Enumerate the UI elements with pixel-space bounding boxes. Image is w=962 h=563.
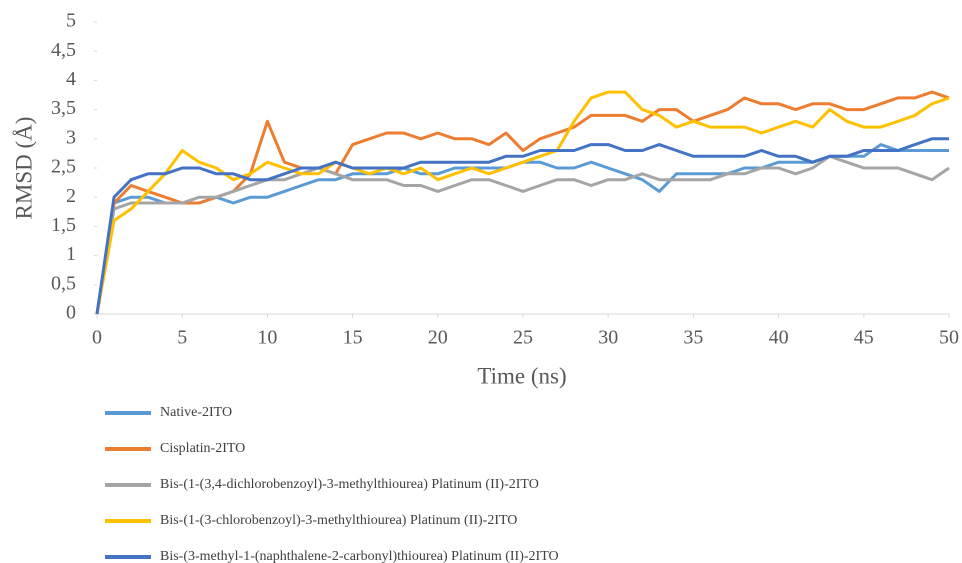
- x-tick-label: 5: [177, 327, 187, 349]
- y-tick-label: 3: [66, 126, 76, 148]
- y-tick-label: 0,5: [51, 272, 76, 294]
- x-tick-label: 50: [939, 327, 959, 349]
- x-tick-label: 15: [343, 327, 363, 349]
- x-tick-label: 45: [854, 327, 874, 349]
- x-tick-label: 40: [769, 327, 789, 349]
- x-tick-label: 30: [598, 327, 618, 349]
- legend-label: Cisplatin-2ITO: [160, 441, 245, 456]
- x-axis-title: Time (ns): [477, 363, 566, 388]
- series-line: [95, 90, 950, 315]
- y-tick-label: 3,5: [51, 97, 76, 119]
- legend-label: Native-2ITO: [160, 405, 232, 420]
- y-tick-label: 1,5: [51, 214, 76, 236]
- x-tick-label: 35: [683, 327, 703, 349]
- x-tick-label: 10: [257, 327, 277, 349]
- y-tick-label: 2: [66, 185, 76, 207]
- legend-label: Bis-(1-(3-chlorobenzoyl)-3-methylthioure…: [160, 513, 517, 528]
- series-line: [95, 143, 949, 315]
- series-line: [95, 137, 949, 315]
- legend-label: Bis-(1-(3,4-dichlorobenzoyl)-3-methylthi…: [160, 477, 539, 492]
- y-tick-label: 5: [66, 10, 76, 32]
- x-tick-label: 0: [92, 327, 102, 349]
- y-tick-label: 0: [66, 302, 76, 324]
- y-axis-title: RMSD (Å): [11, 117, 36, 220]
- y-tick-label: 4: [66, 68, 76, 90]
- legend-label: Bis-(3-methyl-1-(naphthalene-2-carbonyl)…: [160, 549, 559, 563]
- series-line: [95, 90, 950, 315]
- y-tick-label: 1: [66, 243, 76, 265]
- y-tick-label: 4,5: [51, 39, 76, 61]
- y-tick-label: 2,5: [51, 156, 76, 178]
- x-tick-label: 20: [428, 327, 448, 349]
- series-line: [95, 154, 950, 315]
- x-tick-label: 25: [513, 327, 533, 349]
